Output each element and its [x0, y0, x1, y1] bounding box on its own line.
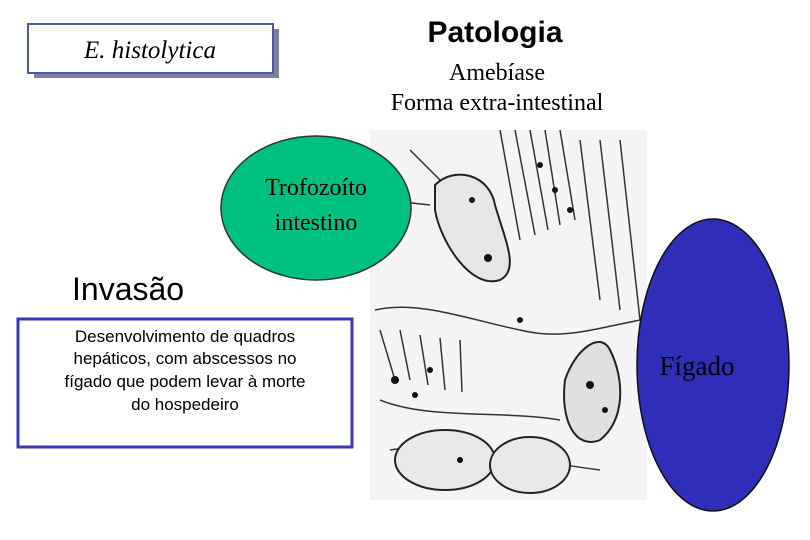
- description-line: hepáticos, com abscessos no: [73, 349, 296, 368]
- subtitle: Amebíase: [449, 60, 545, 86]
- invasion-heading: Invasão: [72, 271, 184, 307]
- description-line: do hospedeiro: [131, 395, 239, 414]
- subtitle: Forma extra-intestinal: [391, 90, 604, 116]
- micrograph: [370, 129, 647, 500]
- description-box: [16, 317, 354, 449]
- description-line: Desenvolvimento de quadros: [75, 327, 295, 346]
- organ-text: Fígado: [659, 351, 734, 381]
- description-line: fígado que podem levar à morte: [65, 372, 306, 391]
- trophozoite-text: intestino: [275, 210, 358, 236]
- title: Patologia: [427, 16, 562, 49]
- label-text: E. histolytica: [83, 37, 216, 64]
- organ-ellipse: [636, 218, 790, 512]
- trophozoite-ellipse: [220, 135, 412, 281]
- trophozoite-text: Trofozoíto: [265, 175, 367, 201]
- label-box: [27, 23, 274, 74]
